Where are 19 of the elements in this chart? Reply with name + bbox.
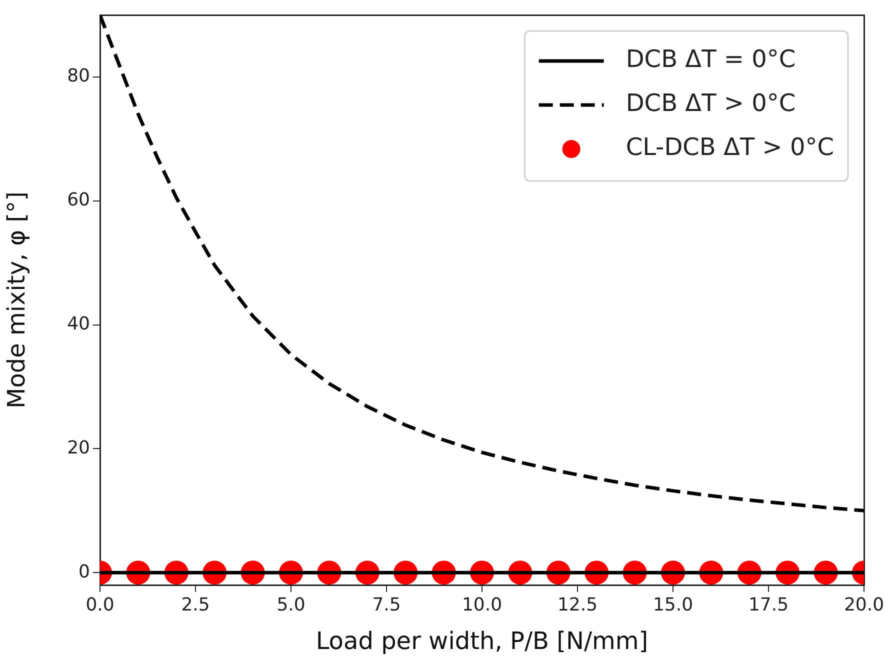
y-tick-label: 40 — [67, 313, 90, 334]
y-tick-label: 80 — [67, 66, 90, 87]
x-tick-label: 10.0 — [462, 594, 502, 616]
x-tick-label: 7.5 — [372, 594, 401, 616]
x-tick-label: 20.0 — [844, 594, 884, 616]
y-axis-title: Mode mixity, φ [°] — [2, 192, 31, 408]
y-tick-label: 0 — [78, 561, 90, 582]
legend-label: DCB ΔT = 0°C — [626, 45, 796, 74]
x-tick-label: 5.0 — [276, 594, 306, 616]
legend-label: CL-DCB ΔT > 0°C — [626, 133, 834, 162]
x-tick-label: 15.0 — [652, 594, 694, 616]
x-axis-title: Load per width, P/B [N/mm] — [316, 626, 648, 655]
x-tick-label: 12.5 — [557, 594, 598, 616]
legend-label: DCB ΔT > 0°C — [626, 89, 796, 118]
y-tick-label: 60 — [67, 190, 90, 211]
x-tick-label: 2.5 — [181, 594, 210, 616]
x-tick-label: 17.5 — [748, 594, 789, 616]
x-tick-label: 0.0 — [86, 594, 114, 616]
y-tick-label: 20 — [67, 437, 90, 458]
